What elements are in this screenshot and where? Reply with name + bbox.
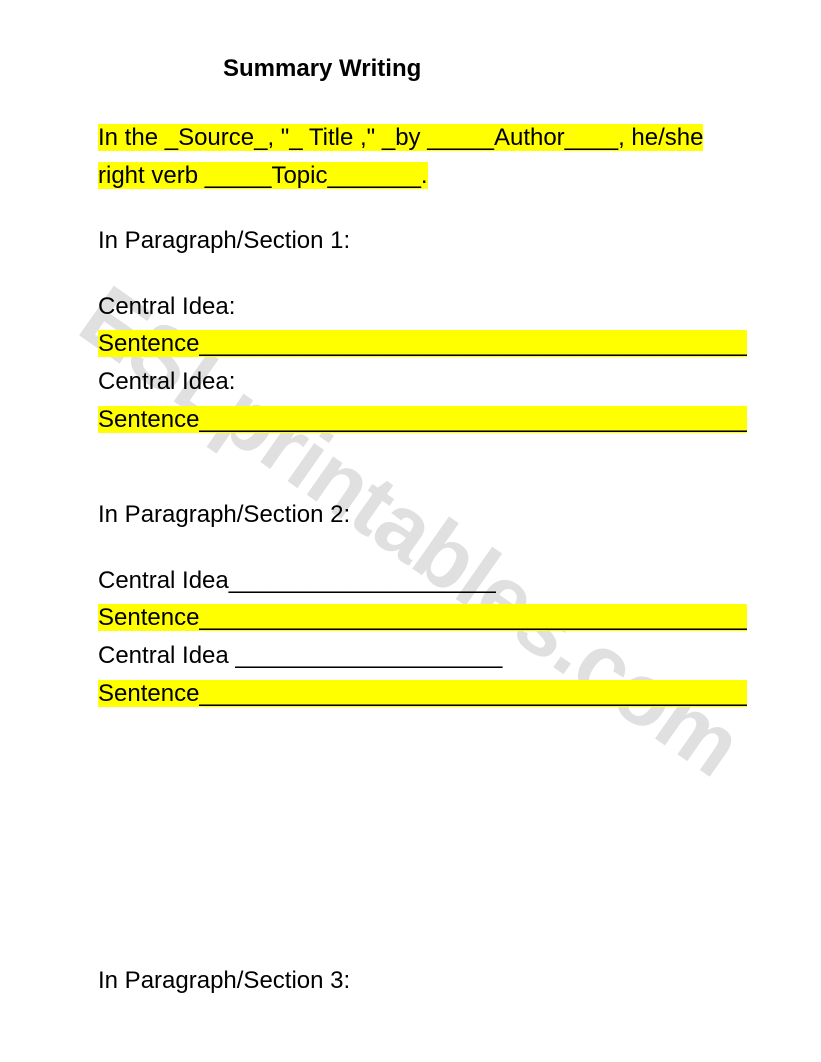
- page-title: Summary Writing: [223, 55, 723, 83]
- section-2-central-idea-2: Central Idea ____________________: [98, 639, 723, 673]
- section-1-heading: In Paragraph/Section 1:: [98, 224, 723, 258]
- section-1-sentence-1-text: Sentence________________________________…: [98, 330, 747, 357]
- intro-line-1-text: In the _Source_, "_ Title ," _by _____Au…: [98, 124, 703, 151]
- section-2-heading: In Paragraph/Section 2:: [98, 498, 723, 532]
- intro-line-2: right verb _____Topic_______.: [98, 159, 723, 193]
- section-1-central-idea-1: Central Idea:: [98, 290, 723, 324]
- section-2-sentence-1: Sentence________________________________…: [98, 601, 723, 635]
- section-2-central-idea-1: Central Idea____________________: [98, 564, 723, 598]
- section-2-sentence-2-text: Sentence________________________________…: [98, 680, 747, 707]
- section-1-sentence-2-text: Sentence________________________________…: [98, 406, 747, 433]
- section-1-sentence-2: Sentence________________________________…: [98, 403, 723, 437]
- intro-line-2-text: right verb _____Topic_______.: [98, 162, 428, 189]
- section-1-central-idea-2: Central Idea:: [98, 365, 723, 399]
- section-3-heading: In Paragraph/Section 3:: [98, 964, 723, 998]
- intro-line-1: In the _Source_, "_ Title ," _by _____Au…: [98, 121, 723, 155]
- section-2-sentence-1-text: Sentence________________________________…: [98, 604, 747, 631]
- section-1-sentence-1: Sentence________________________________…: [98, 327, 723, 361]
- worksheet-page: Summary Writing In the _Source_, "_ Titl…: [0, 0, 821, 998]
- section-2-sentence-2: Sentence________________________________…: [98, 677, 723, 711]
